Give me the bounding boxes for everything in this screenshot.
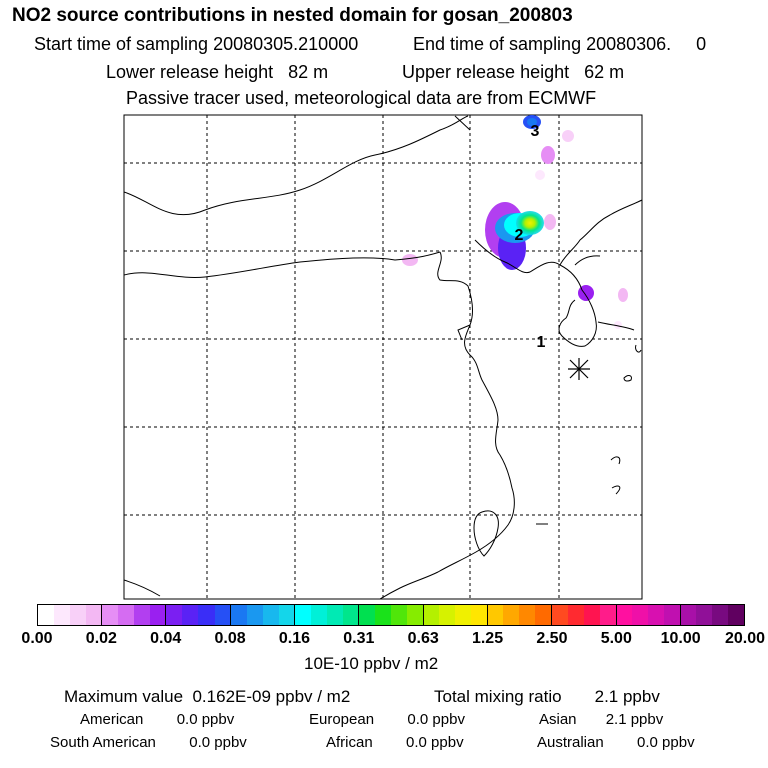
colorbar-segment — [407, 605, 424, 625]
colorbar-tick-label: 0.63 — [407, 630, 439, 647]
colorbar-segment — [567, 605, 584, 625]
colorbar-segment — [455, 605, 472, 625]
site-markers: 1 2 3 — [515, 123, 546, 351]
colorbar-tick-label: 0.08 — [214, 630, 246, 647]
colorbar-segment — [679, 605, 696, 625]
colorbar-segment — [294, 605, 311, 625]
colorbar-segment — [134, 605, 151, 625]
colorbar-segment — [310, 605, 327, 625]
colorbar-tick-label: 0.04 — [150, 630, 182, 647]
colorbar-segment — [86, 605, 103, 625]
colorbar-segment — [599, 605, 616, 625]
colorbar-segment — [647, 605, 664, 625]
colorbar-divider — [680, 604, 682, 626]
colorbar-segment — [54, 605, 71, 625]
colorbar-divider — [358, 604, 360, 626]
european-value: European 0.0 ppbv — [309, 711, 465, 728]
colorbar-segment — [278, 605, 295, 625]
coastlines — [123, 115, 643, 600]
colorbar-tick-label: 0.00 — [21, 630, 53, 647]
site-marker-3: 3 — [531, 123, 540, 140]
colorbar-segment — [551, 605, 568, 625]
colorbar-segment — [102, 605, 119, 625]
colorbar-unit: 10E-10 ppbv / m2 — [304, 654, 439, 673]
colorbar-segment — [150, 605, 167, 625]
south-american-value: South American 0.0 ppbv — [50, 734, 247, 751]
colorbar-segment — [374, 605, 392, 625]
concentration-field — [402, 115, 628, 329]
colorbar-segment — [423, 605, 440, 625]
colorbar-divider — [229, 604, 231, 626]
colorbar-segment — [70, 605, 87, 625]
colorbar-segment — [246, 605, 263, 625]
colorbar-segment — [326, 605, 343, 625]
colorbar-segment — [38, 605, 55, 625]
start-time-label: Start time of sampling 20080305.210000 — [34, 34, 359, 54]
colorbar-segment — [166, 605, 183, 625]
receptor-asterisk-icon — [568, 358, 590, 380]
asian-value: Asian 2.1 ppbv — [539, 711, 664, 728]
colorbar-tick-label: 0.02 — [85, 630, 117, 647]
african-value: African 0.0 ppbv — [326, 734, 464, 751]
site-marker-2: 2 — [515, 227, 524, 244]
colorbar — [37, 604, 745, 626]
colorbar-segment — [230, 605, 247, 625]
colorbar-tick-label: 2.50 — [536, 630, 568, 647]
colorbar-divider — [165, 604, 167, 626]
colorbar-segment — [342, 605, 359, 625]
colorbar-segment — [728, 605, 745, 625]
colorbar-segment — [631, 605, 648, 625]
colorbar-tick-label: 1.25 — [471, 630, 504, 647]
colorbar-segment — [471, 605, 488, 625]
colorbar-segment — [519, 605, 536, 625]
colorbar-divider — [551, 604, 553, 626]
tracer-note: Passive tracer used, meteorological data… — [126, 88, 597, 108]
colorbar-segment — [358, 605, 375, 625]
page-title: NO2 source contributions in nested domai… — [12, 5, 573, 26]
colorbar-segment — [487, 605, 504, 625]
colorbar-divider — [487, 604, 489, 626]
colorbar-segment — [182, 605, 199, 625]
lower-release-label: Lower release height 82 m — [106, 62, 329, 82]
colorbar-tick-label: 5.00 — [600, 630, 632, 647]
colorbar-segment — [615, 605, 632, 625]
lat-lon-grid — [124, 115, 642, 599]
maximum-value: Maximum value 0.162E-09 ppbv / m2 — [64, 687, 351, 706]
total-mixing-ratio: Total mixing ratio 2.1 ppbv — [434, 687, 660, 706]
colorbar-segment — [503, 605, 520, 625]
colorbar-segment — [583, 605, 600, 625]
colorbar-segment — [262, 605, 279, 625]
colorbar-tick-label: 0.31 — [343, 630, 375, 647]
colorbar-segment — [663, 605, 680, 625]
colorbar-segment — [391, 605, 408, 625]
australian-value: Australian 0.0 ppbv — [537, 734, 695, 751]
american-value: American 0.0 ppbv — [80, 711, 235, 728]
colorbar-segment — [695, 605, 712, 625]
colorbar-segment — [711, 605, 729, 625]
colorbar-tick-label: 20.00 — [724, 630, 766, 647]
end-time-label: End time of sampling 20080306. 0 — [413, 34, 707, 54]
colorbar-divider — [615, 604, 617, 626]
colorbar-divider — [422, 604, 424, 626]
colorbar-segment — [198, 605, 215, 625]
site-marker-1: 1 — [537, 334, 546, 351]
colorbar-segment — [118, 605, 135, 625]
colorbar-tick-label: 10.00 — [660, 630, 701, 647]
colorbar-segment — [535, 605, 552, 625]
colorbar-divider — [100, 604, 102, 626]
colorbar-tick-label: 0.16 — [278, 630, 311, 647]
colorbar-segment — [214, 605, 231, 625]
colorbar-segment — [439, 605, 456, 625]
colorbar-divider — [293, 604, 295, 626]
upper-release-label: Upper release height 62 m — [402, 62, 625, 82]
